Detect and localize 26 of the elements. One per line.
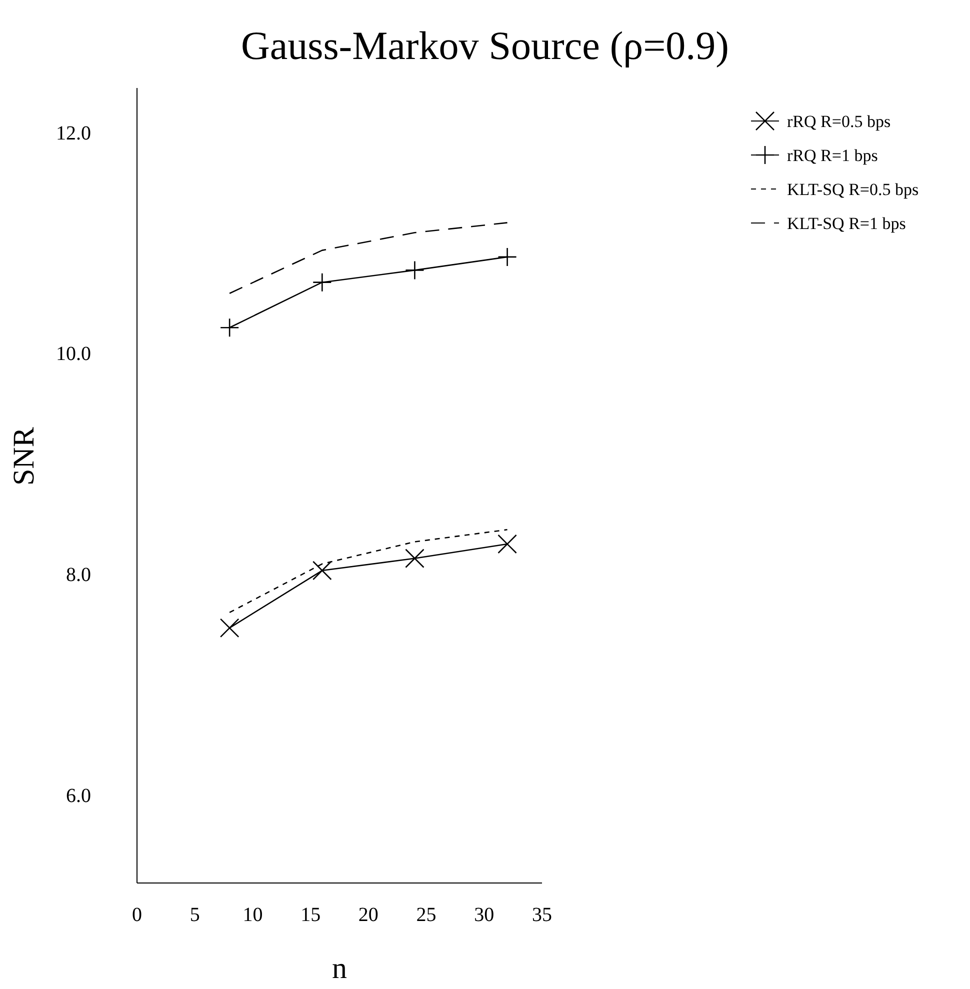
y-axis-title: SNR <box>8 427 41 486</box>
x-tick-label: 10 <box>242 904 263 926</box>
x-tick-label: 30 <box>474 904 494 926</box>
x-tick-label: 20 <box>358 904 378 926</box>
point <box>220 618 240 638</box>
x-tick-label: 35 <box>532 904 552 926</box>
point <box>405 548 424 568</box>
point <box>312 560 332 580</box>
y-tick-label: 6.0 <box>66 784 91 807</box>
y-tick-label: 8.0 <box>66 564 91 586</box>
x-tick-label: 5 <box>190 904 200 926</box>
x-tick-label: 25 <box>416 904 436 926</box>
y-tick-label: 12.0 <box>56 122 91 144</box>
legend-label: rRQ R=0.5 bps <box>787 112 891 131</box>
x-tick-label: 0 <box>132 904 142 926</box>
x-axis-title: n <box>332 952 347 985</box>
point <box>220 318 240 338</box>
point <box>498 534 517 554</box>
line-series <box>228 222 508 294</box>
y-tick-label: 10.0 <box>56 343 91 366</box>
x-tick-label: 15 <box>300 904 321 926</box>
legend-label: KLT-SQ R=1 bps <box>787 214 906 233</box>
chart-title: Gauss-Markov Source (ρ=0.9) <box>240 22 730 70</box>
legend-label: KLT-SQ R=0.5 bps <box>787 180 919 199</box>
line-series <box>228 529 508 614</box>
legend-label: rRQ R=1 bps <box>787 146 878 165</box>
